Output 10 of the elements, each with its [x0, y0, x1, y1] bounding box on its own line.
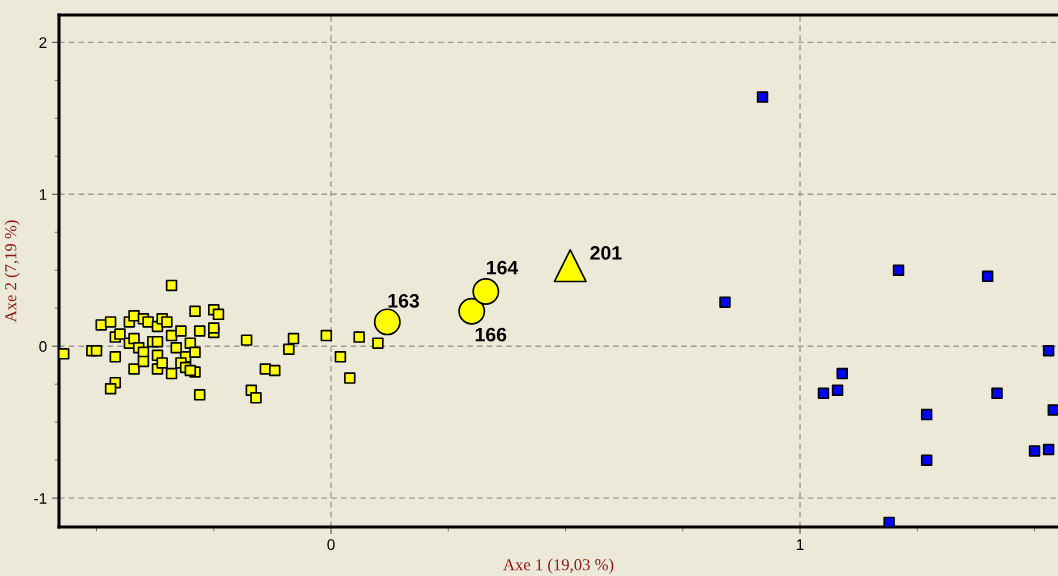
y-axis-title: Axe 2 (7,19 %)	[4, 220, 20, 323]
annotation: 201	[590, 246, 622, 260]
y-tick-label: 1	[39, 189, 47, 200]
x-axis-title: Axe 1 (19,03 %)	[503, 558, 614, 574]
annotation: 164	[487, 260, 519, 275]
annotation: 166	[475, 327, 507, 342]
y-tick-label: 2	[39, 37, 47, 48]
y-tick-label: -1	[34, 493, 47, 504]
annotation: 163	[388, 293, 420, 308]
y-tick-label: 0	[39, 341, 47, 352]
